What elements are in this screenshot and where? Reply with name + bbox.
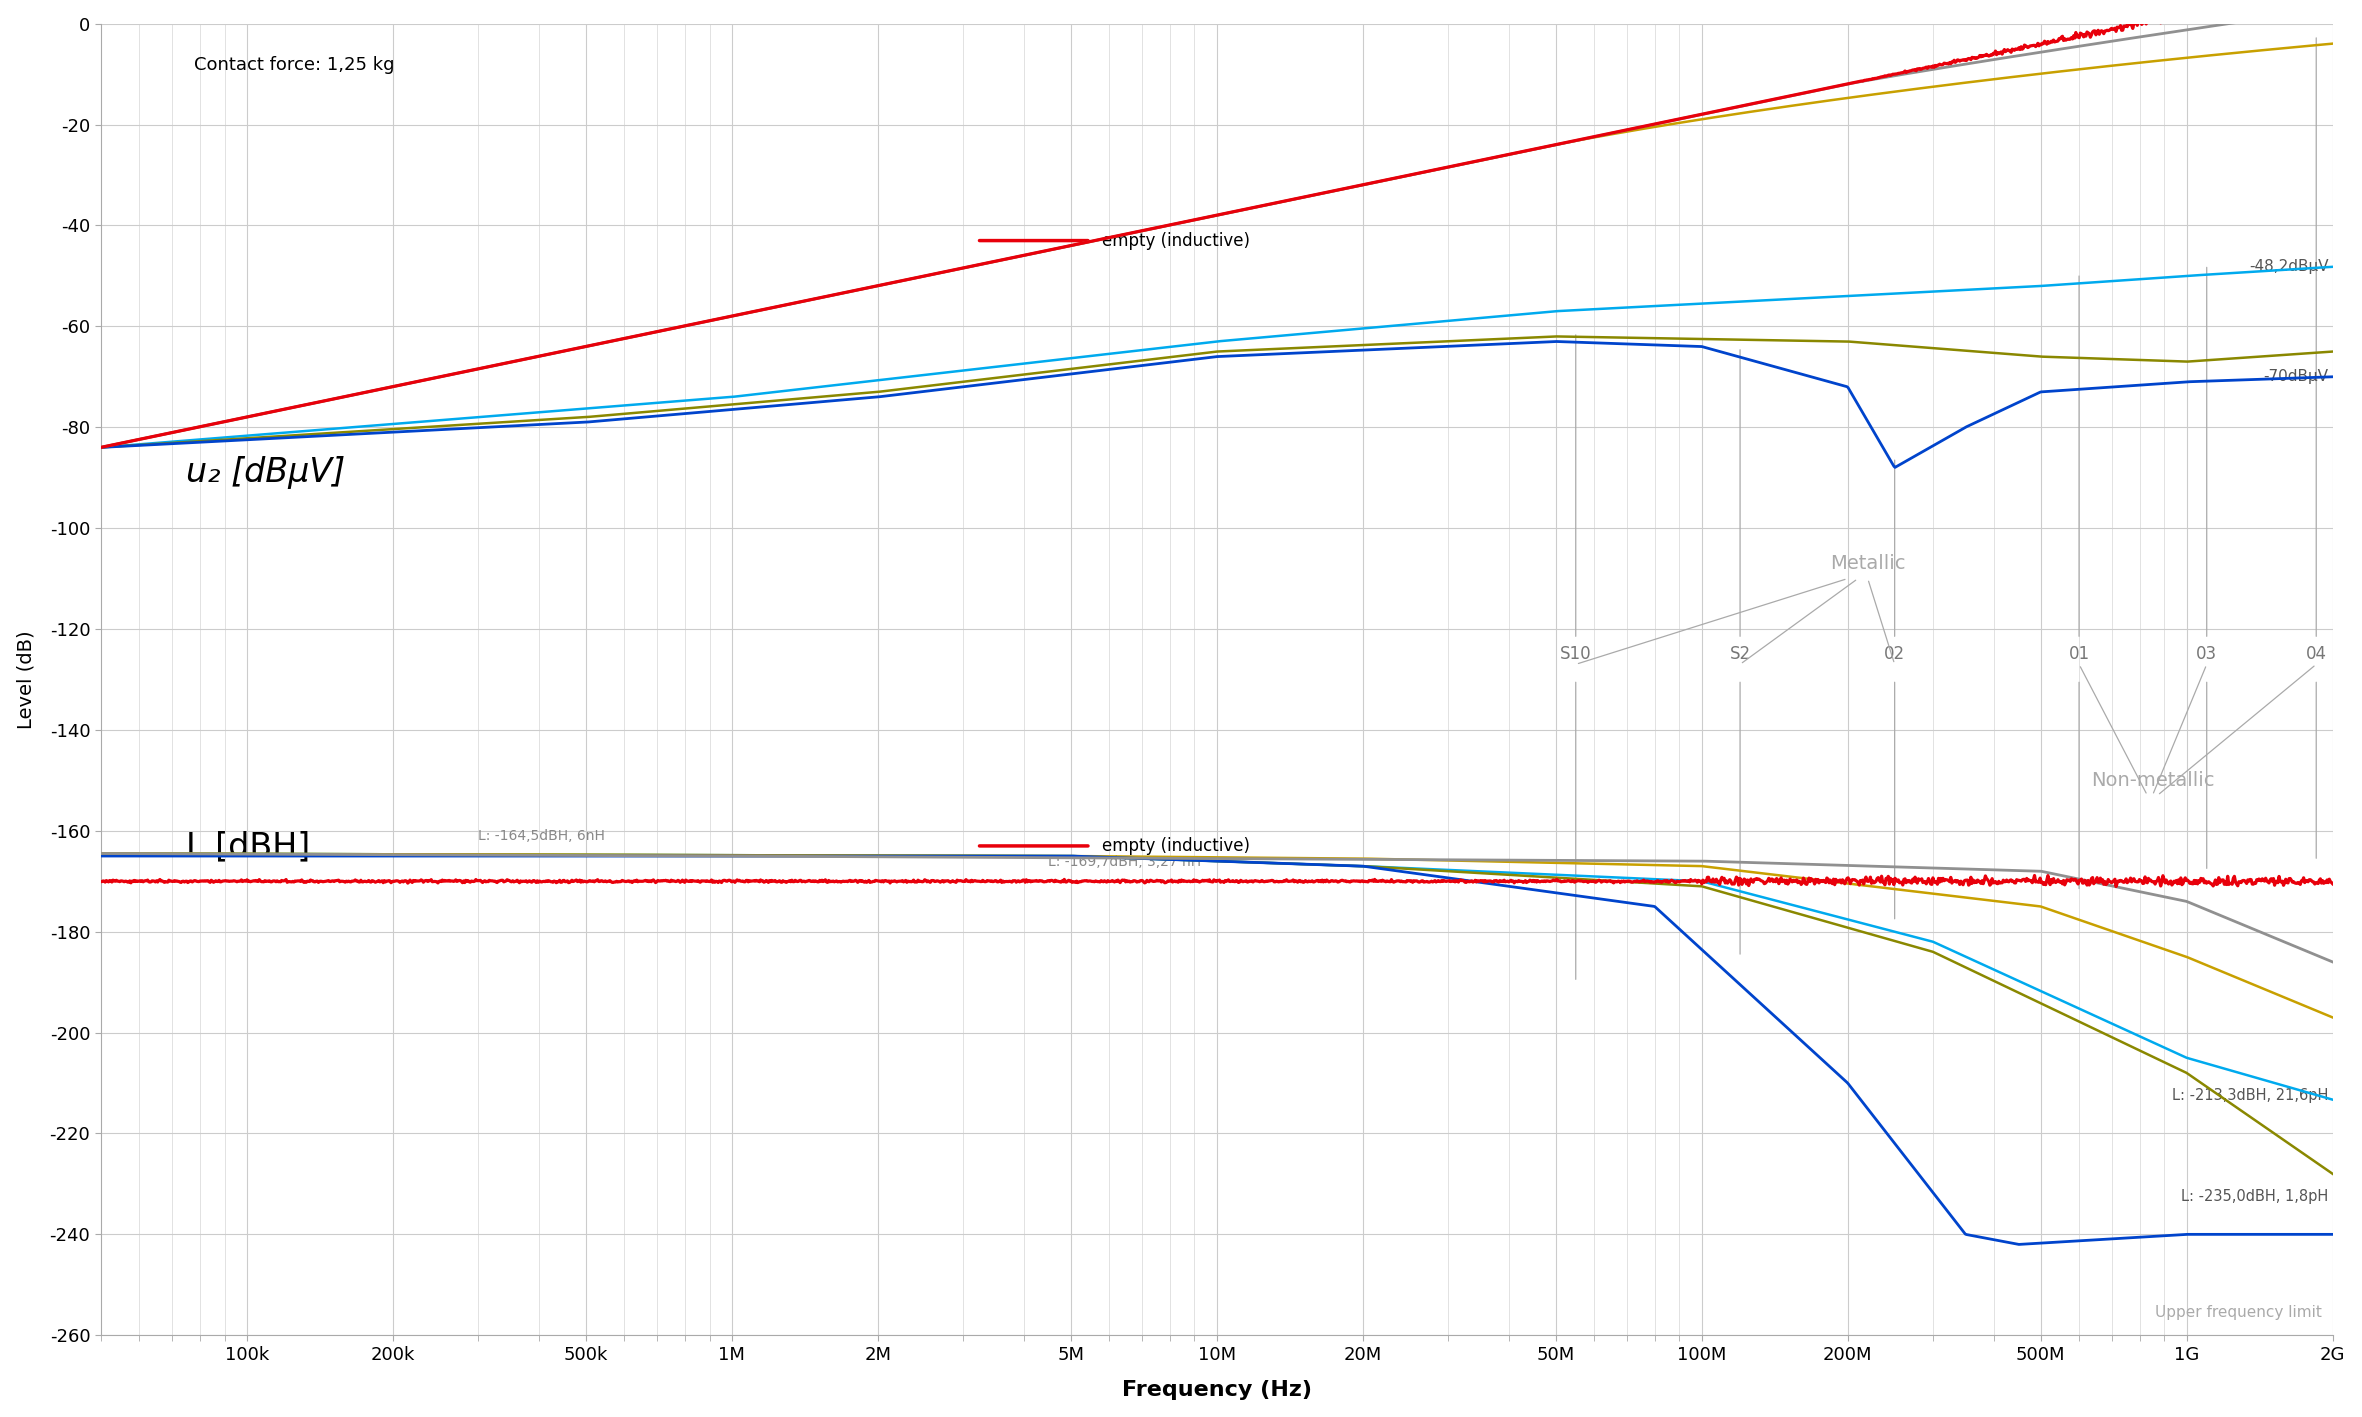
Text: empty (inductive): empty (inductive) xyxy=(1103,837,1249,854)
Text: L: -235,0dBH, 1,8pH: L: -235,0dBH, 1,8pH xyxy=(2180,1189,2329,1204)
Text: S2: S2 xyxy=(1729,645,1750,663)
Text: 02: 02 xyxy=(1885,645,1906,663)
Text: L: -169,7dBH, 3,27 nH: L: -169,7dBH, 3,27 nH xyxy=(1049,854,1202,869)
Text: S10: S10 xyxy=(1559,645,1592,663)
Text: Contact force: 1,25 kg: Contact force: 1,25 kg xyxy=(194,57,394,75)
Text: Upper frequency limit: Upper frequency limit xyxy=(2154,1305,2322,1321)
Text: L: -164,5dBH, 6nH: L: -164,5dBH, 6nH xyxy=(477,829,605,843)
Y-axis label: Level (dB): Level (dB) xyxy=(17,631,35,728)
Text: L: -213,3dBH, 21,6pH: L: -213,3dBH, 21,6pH xyxy=(2173,1088,2329,1102)
X-axis label: Frequency (Hz): Frequency (Hz) xyxy=(1122,1380,1311,1400)
Text: -48,2dBμV: -48,2dBμV xyxy=(2249,259,2329,275)
Text: 04: 04 xyxy=(2305,645,2327,663)
Text: L [dBH]: L [dBH] xyxy=(187,830,309,863)
Text: u₂ [dBμV]: u₂ [dBμV] xyxy=(187,456,345,489)
Text: -70dBμV: -70dBμV xyxy=(2263,370,2329,384)
Text: Non-metallic: Non-metallic xyxy=(2090,771,2213,789)
Text: empty (inductive): empty (inductive) xyxy=(1103,231,1249,249)
Text: 03: 03 xyxy=(2197,645,2218,663)
Text: 01: 01 xyxy=(2069,645,2090,663)
Text: Metallic: Metallic xyxy=(1831,554,1906,572)
